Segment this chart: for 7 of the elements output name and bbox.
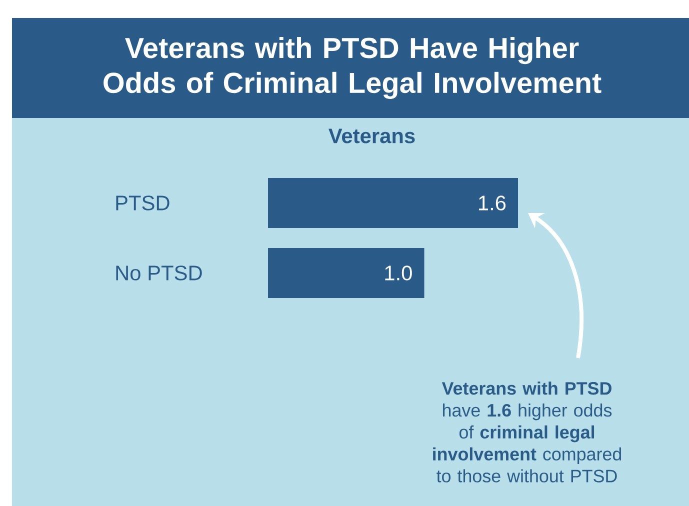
y-tick-label: PTSD [116,196,170,210]
y-tick-label: No PTSD [116,266,202,280]
text: Veterans with PTSD have 1.6 higher odds of criminal legal involvement compared to those without PTSD [433,382,622,482]
chart-title: Veterans with PTSD Have Higher Odds of Criminal Legal Involvement [104,37,602,99]
data-label: 1.0 [385,266,412,280]
data-label: 1.6 [478,196,506,210]
chart-subtitle: Veterans [328,128,415,144]
